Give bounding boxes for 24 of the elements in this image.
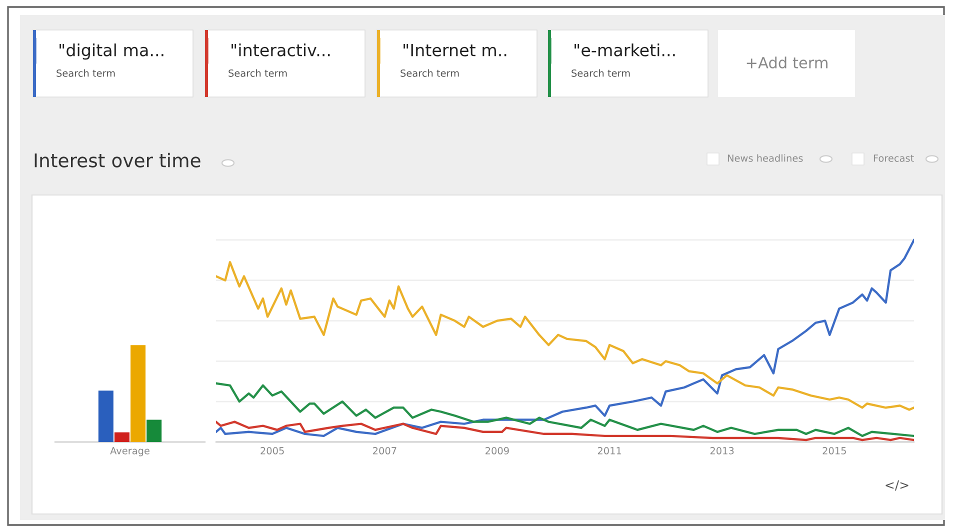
legend-label: "Internet m.. bbox=[404, 44, 506, 56]
x-tick-label: 2011 bbox=[598, 447, 622, 454]
x-tick-label: 2005 bbox=[260, 447, 284, 454]
x-tick-label: 2007 bbox=[373, 447, 396, 454]
text: Search term bbox=[56, 69, 115, 77]
bar bbox=[114, 432, 130, 442]
text: Search term bbox=[228, 69, 287, 77]
text: Forecast bbox=[874, 154, 914, 162]
x-tick-label: Average bbox=[110, 447, 150, 456]
x-tick-label: 2009 bbox=[486, 447, 509, 454]
bar bbox=[146, 420, 162, 442]
bar bbox=[130, 345, 146, 442]
bar bbox=[98, 390, 114, 442]
legend-label: "interactiv... bbox=[232, 44, 330, 56]
text: Search term bbox=[572, 69, 630, 77]
legend-label: "e-marketi... bbox=[574, 44, 675, 56]
chart-title: Interest over time bbox=[34, 152, 200, 168]
legend-label: "digital ma... bbox=[60, 44, 164, 60]
x-tick-label: 2013 bbox=[710, 447, 734, 454]
text: Search term bbox=[400, 69, 459, 77]
x-tick-label: 2015 bbox=[822, 447, 846, 454]
text: +Add term bbox=[746, 56, 828, 68]
text: </> bbox=[886, 480, 908, 491]
text: News headlines bbox=[728, 154, 803, 162]
